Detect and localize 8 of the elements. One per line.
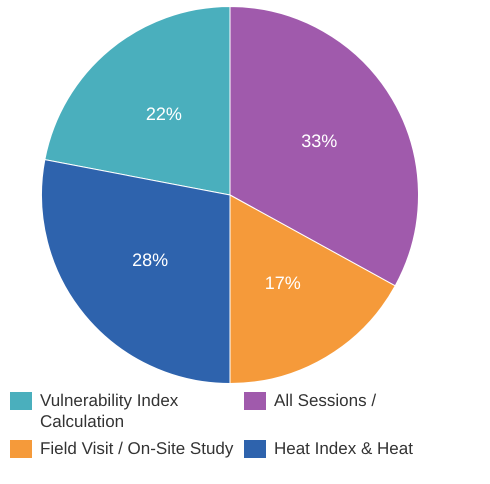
legend-label: Heat Index & Heat [274,438,413,459]
data-label: 22% [146,104,182,124]
legend-label: Vulnerability Index Calculation [40,390,180,432]
data-label: 17% [264,273,301,294]
legend-label: Field Visit / On-Site Study [40,438,234,459]
data-label: 28% [132,250,168,270]
data-label: 33% [301,131,338,152]
legend-label: All Sessions / [274,390,376,411]
